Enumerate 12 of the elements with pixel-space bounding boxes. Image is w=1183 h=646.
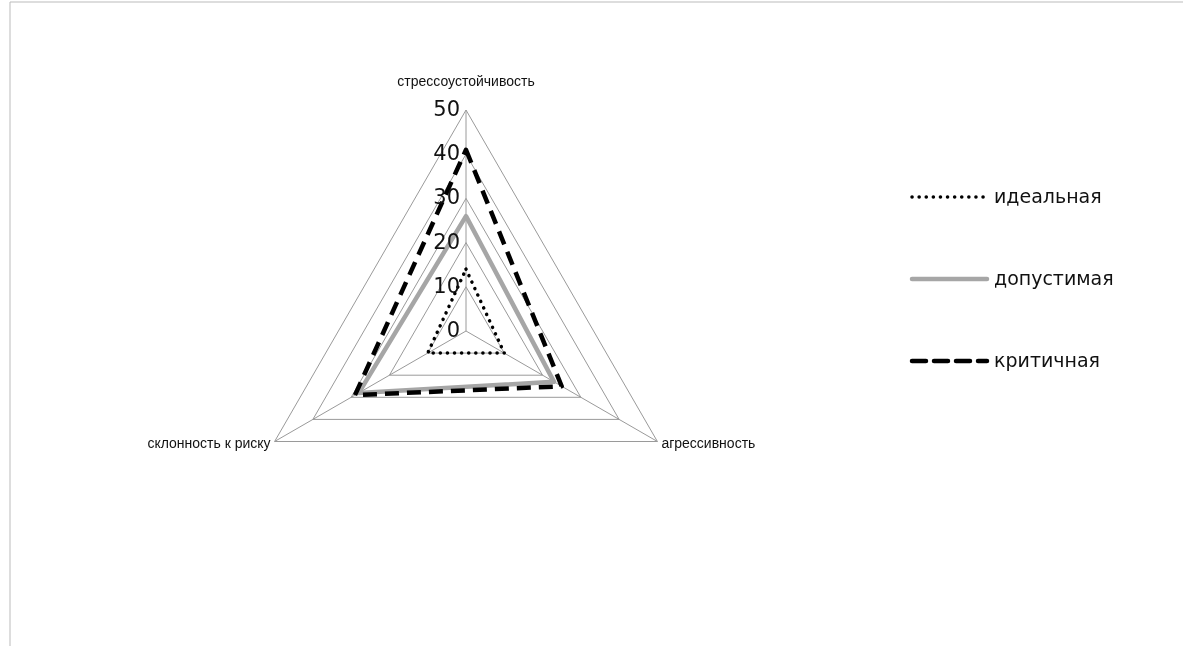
y-tick-label: 30 <box>433 185 460 210</box>
y-tick-label: 10 <box>433 273 460 298</box>
spoke-label: склонность к риску <box>147 434 271 451</box>
y-tick-label: 20 <box>433 229 460 254</box>
y-tick-label: 40 <box>433 141 460 166</box>
legend-label: идеальная <box>994 184 1102 207</box>
y-tick-label: 50 <box>433 97 460 121</box>
spoke-label: стрессоустойчивость <box>397 73 535 89</box>
legend-label: критичная <box>994 348 1101 371</box>
y-tick-label: 0 <box>446 318 460 342</box>
spoke-label: агрессивность <box>661 434 756 451</box>
legend-label: допустимая <box>994 266 1114 289</box>
